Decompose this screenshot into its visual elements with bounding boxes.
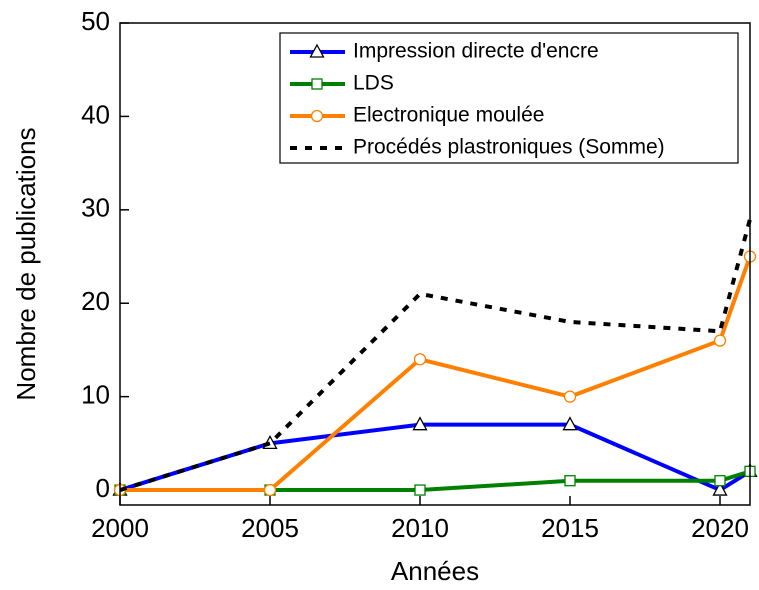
marker: [712, 481, 728, 496]
legend-label: Impression directe d'encre: [353, 40, 599, 63]
y-tick-label: 50: [81, 6, 110, 36]
x-tick-label: 2010: [391, 513, 449, 543]
x-axis-label: Années: [391, 556, 479, 586]
series-line: [119, 422, 752, 493]
marker: [412, 416, 428, 431]
x-tick-label: 2020: [691, 513, 749, 543]
y-tick-label: 0: [96, 473, 110, 503]
marker: [714, 475, 726, 487]
marker: [263, 483, 277, 497]
marker: [413, 353, 427, 366]
series-line: [120, 469, 751, 493]
marker: [414, 484, 426, 496]
y-tick-label: 20: [81, 286, 110, 316]
marker: [562, 416, 578, 431]
marker: [311, 78, 323, 90]
marker: [564, 475, 576, 487]
series-line: [119, 218, 752, 492]
legend-box: [279, 32, 739, 164]
y-tick-label: 30: [81, 193, 110, 223]
legend-label: Procédés plastroniques (Somme): [353, 136, 665, 159]
marker: [310, 109, 324, 123]
x-tick-label: 2015: [541, 513, 599, 543]
plot-frame: [119, 22, 751, 506]
marker: [309, 43, 325, 58]
x-tick-label: 2005: [241, 513, 299, 543]
marker: [563, 390, 577, 403]
x-tick-label: 2000: [91, 513, 149, 543]
legend-label: LDS: [353, 72, 394, 95]
legend-label: Electronique moulée: [353, 104, 544, 127]
y-axis-label: Nombre de publications: [11, 127, 41, 400]
series-line: [120, 255, 752, 493]
marker: [713, 334, 727, 347]
y-tick-label: 10: [81, 380, 110, 410]
y-tick-label: 40: [81, 99, 110, 129]
